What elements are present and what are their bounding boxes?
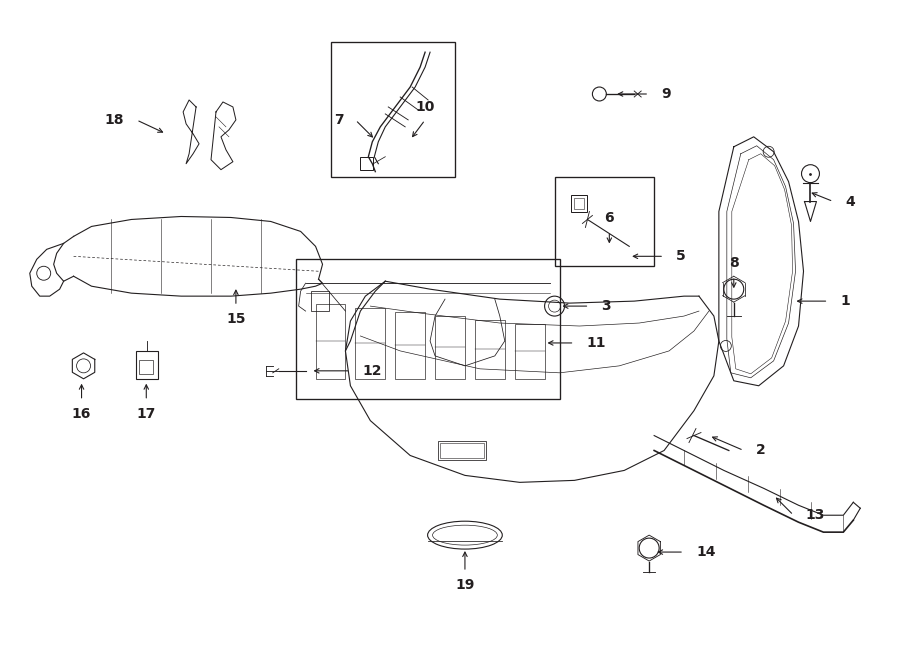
Text: 15: 15 xyxy=(226,312,246,326)
Text: 8: 8 xyxy=(729,256,739,270)
Bar xyxy=(296,259,560,399)
Bar xyxy=(310,291,328,311)
Text: 1: 1 xyxy=(841,294,850,308)
Text: 7: 7 xyxy=(334,113,344,127)
Bar xyxy=(395,312,425,379)
Bar xyxy=(554,176,654,266)
Bar xyxy=(360,157,373,170)
Bar xyxy=(140,360,153,374)
Text: 16: 16 xyxy=(72,407,91,420)
Text: 6: 6 xyxy=(605,212,614,225)
Bar xyxy=(515,324,544,379)
Text: 11: 11 xyxy=(587,336,606,350)
Text: 19: 19 xyxy=(455,578,474,592)
Text: 12: 12 xyxy=(363,364,382,378)
Text: 5: 5 xyxy=(676,249,686,263)
Text: 4: 4 xyxy=(845,194,855,208)
Text: 13: 13 xyxy=(806,508,825,522)
Bar xyxy=(440,442,484,459)
Text: 18: 18 xyxy=(105,113,124,127)
Bar xyxy=(572,194,588,212)
Text: 17: 17 xyxy=(137,407,156,420)
Bar xyxy=(136,351,158,379)
Bar xyxy=(475,320,505,379)
Bar xyxy=(356,308,385,379)
Bar xyxy=(435,316,465,379)
Text: 9: 9 xyxy=(662,87,670,101)
Text: 3: 3 xyxy=(601,299,611,313)
Bar xyxy=(316,304,346,379)
Bar xyxy=(438,440,486,461)
Text: 2: 2 xyxy=(756,444,766,457)
Text: 10: 10 xyxy=(416,100,435,114)
Bar xyxy=(330,42,455,176)
Bar xyxy=(574,198,584,208)
Text: 14: 14 xyxy=(696,545,716,559)
